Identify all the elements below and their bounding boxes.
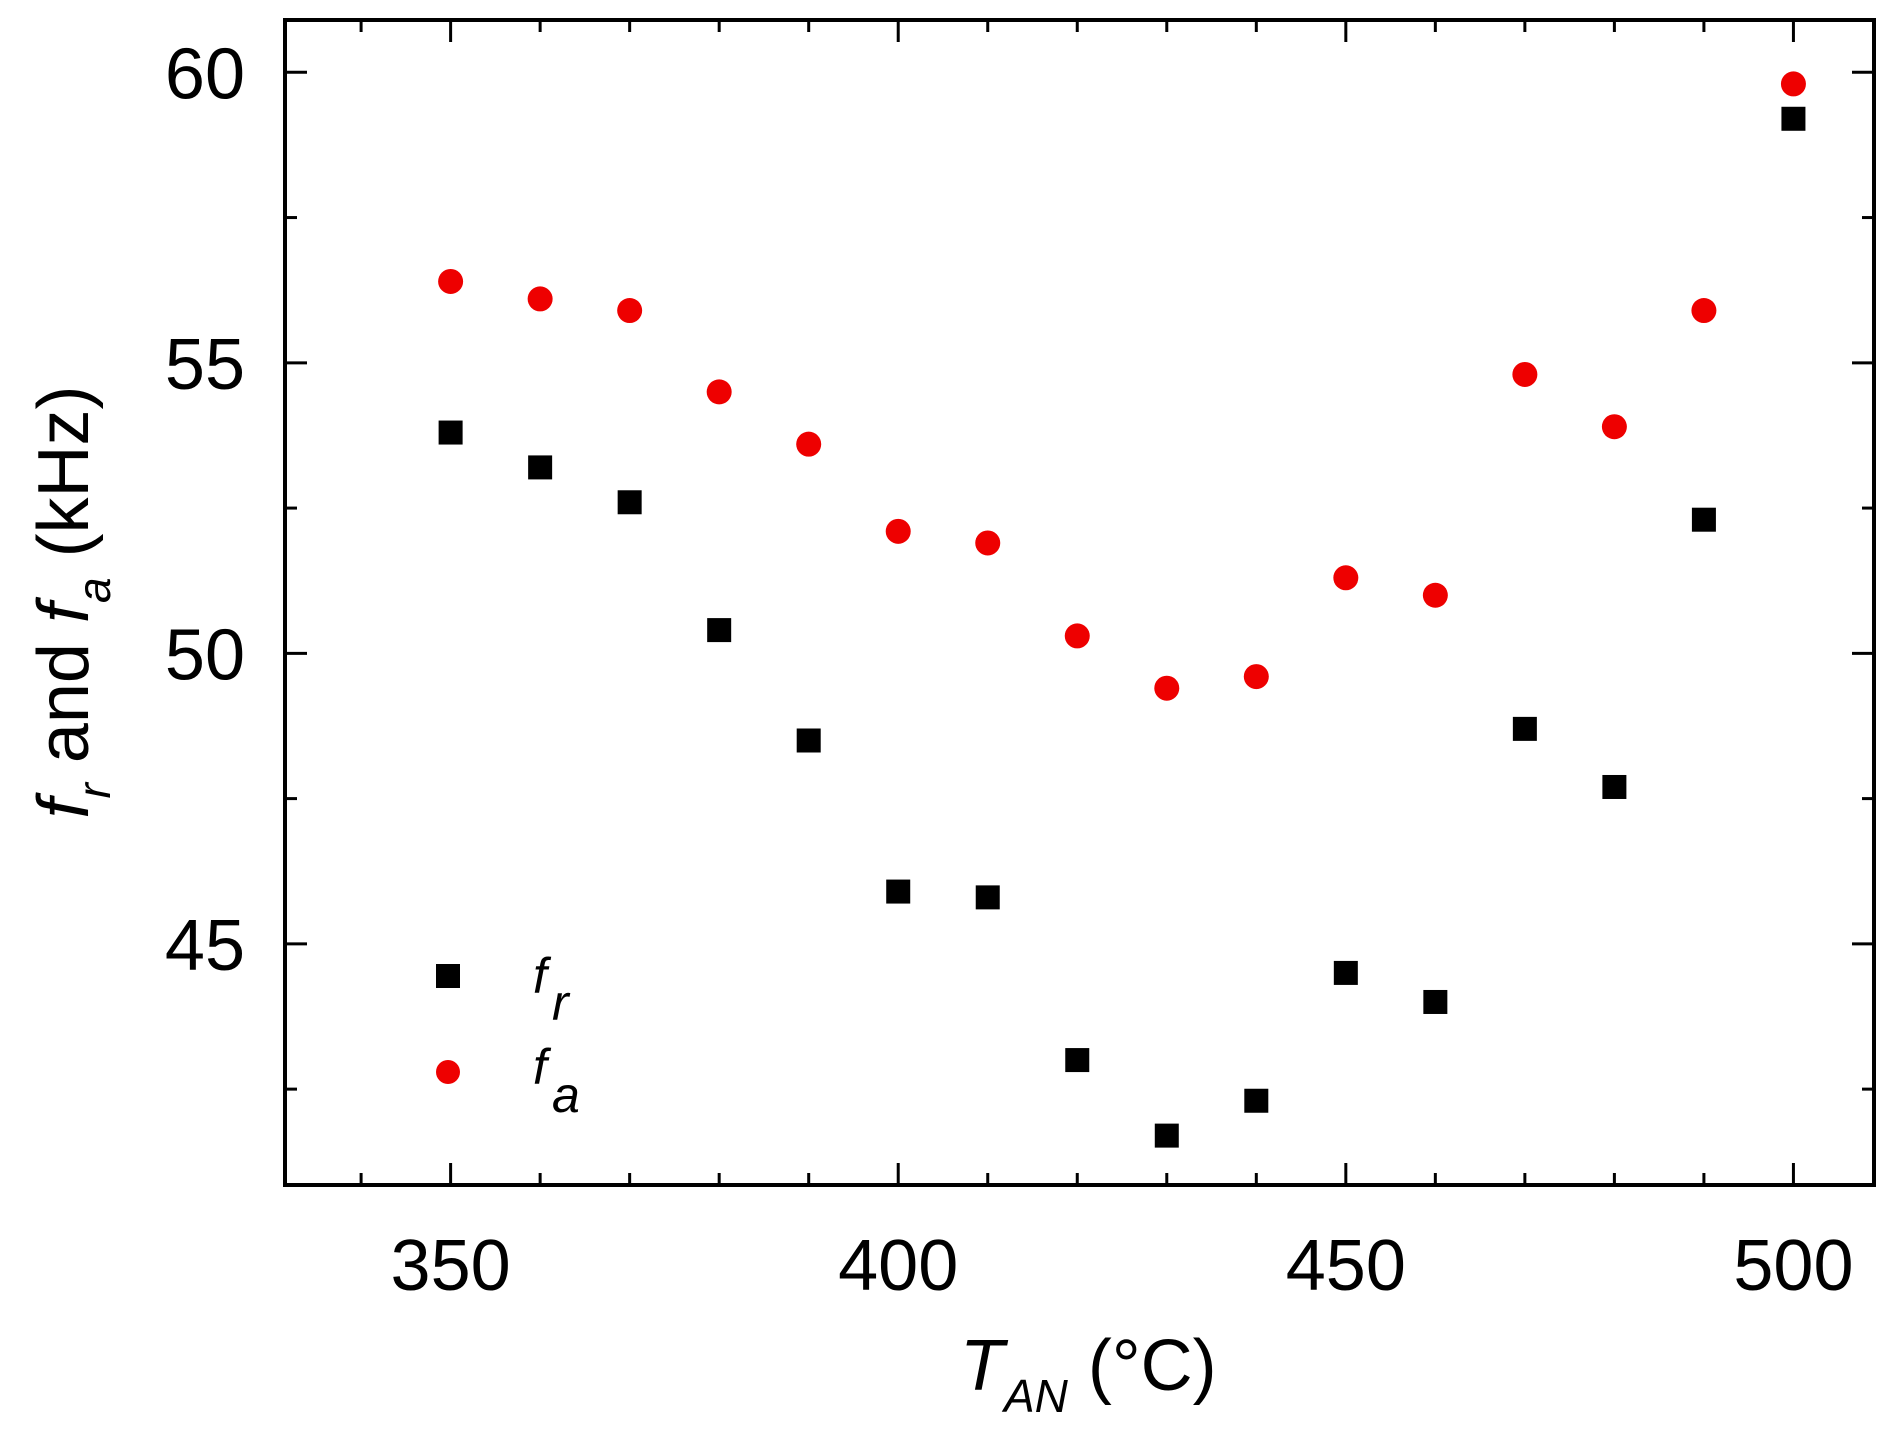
point-f_a bbox=[1333, 565, 1359, 591]
point-f_r bbox=[975, 885, 1000, 910]
point-f_r bbox=[617, 490, 642, 515]
point-f_r bbox=[707, 618, 732, 643]
legend-label-fr-sub: r bbox=[552, 975, 571, 1031]
plot-frame bbox=[283, 18, 1876, 1187]
x-axis-title-var: T bbox=[960, 1326, 1009, 1406]
y-tick-label: 45 bbox=[165, 906, 245, 986]
point-f_r bbox=[1154, 1123, 1179, 1148]
x-tick-label: 350 bbox=[391, 1226, 511, 1306]
legend: f r f a bbox=[436, 948, 580, 1123]
point-f_r bbox=[886, 879, 911, 904]
data-points bbox=[438, 71, 1806, 1148]
point-f_r bbox=[438, 420, 463, 445]
point-f_a bbox=[975, 530, 1001, 556]
x-tick-label: 500 bbox=[1733, 1226, 1853, 1306]
x-axis-title: TAN (°C) bbox=[960, 1326, 1217, 1422]
point-f_a bbox=[796, 431, 822, 457]
point-f_a bbox=[706, 379, 732, 405]
x-tick-label: 450 bbox=[1286, 1226, 1406, 1306]
legend-label-fr: f bbox=[533, 948, 552, 1004]
x-tick-label: 400 bbox=[838, 1226, 958, 1306]
point-f_a bbox=[617, 298, 643, 324]
legend-marker-fa bbox=[436, 1060, 460, 1084]
legend-label-fa: f bbox=[533, 1039, 552, 1095]
point-f_r bbox=[796, 728, 821, 753]
point-f_a bbox=[1064, 623, 1090, 649]
point-f_r bbox=[1065, 1048, 1090, 1073]
major-ticks bbox=[285, 20, 1874, 1185]
point-f_a bbox=[1691, 298, 1717, 324]
point-f_r bbox=[1244, 1088, 1269, 1113]
legend-marker-fr bbox=[436, 964, 460, 988]
point-f_r bbox=[1512, 716, 1537, 741]
point-f_a bbox=[1601, 414, 1627, 440]
point-f_r bbox=[1333, 960, 1358, 985]
point-f_r bbox=[528, 455, 553, 480]
minor-ticks bbox=[285, 20, 1874, 1185]
point-f_a bbox=[1422, 582, 1448, 608]
x-axis-title-sub: AN bbox=[1001, 1370, 1069, 1422]
y-tick-label: 55 bbox=[165, 325, 245, 405]
point-f_a bbox=[527, 286, 553, 312]
point-f_r bbox=[1602, 774, 1627, 799]
y-axis-title-mid: and bbox=[24, 623, 104, 783]
legend-label-fa-sub: a bbox=[552, 1067, 580, 1123]
point-f_r bbox=[1691, 507, 1716, 532]
point-f_r bbox=[1423, 989, 1448, 1014]
point-f_a bbox=[885, 518, 911, 544]
y-tick-label: 60 bbox=[165, 34, 245, 114]
y-axis-title-sub2: a bbox=[68, 577, 120, 603]
point-f_r bbox=[1781, 106, 1806, 131]
point-f_a bbox=[1154, 675, 1180, 701]
point-f_a bbox=[1780, 71, 1806, 97]
point-f_a bbox=[1243, 664, 1269, 690]
tick-labels: 350 400 450 500 45 50 55 60 bbox=[165, 34, 1854, 1306]
point-f_a bbox=[438, 268, 464, 294]
y-axis-title: fr and fa (kHz) bbox=[24, 385, 120, 818]
y-axis-title-unit: (kHz) bbox=[24, 385, 104, 577]
y-tick-label: 50 bbox=[165, 615, 245, 695]
point-f_a bbox=[1512, 361, 1538, 387]
y-axis-title-sub1: r bbox=[68, 782, 120, 799]
x-axis-title-unit: (°C) bbox=[1068, 1326, 1217, 1406]
